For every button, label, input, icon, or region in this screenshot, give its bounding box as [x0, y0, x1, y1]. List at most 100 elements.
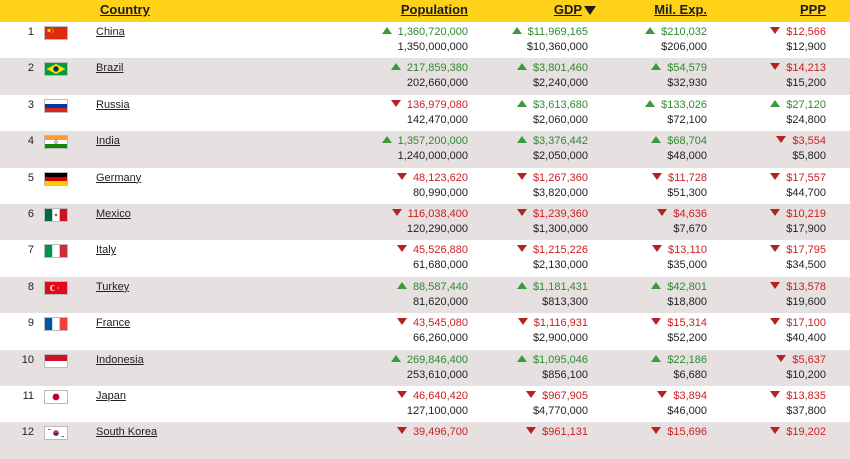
mil-exp-current-value: $42,801	[651, 281, 707, 293]
mil-exp-reference-value: $7,670	[673, 222, 707, 235]
gdp-current-text: $1,215,226	[532, 244, 588, 257]
table-row: 5 Germany 48,123,620 80,990,000 $1,267,360 $3…	[0, 168, 850, 204]
population-current-value: 39,496,700	[396, 426, 468, 438]
population-current-text: 43,545,080	[412, 317, 468, 330]
country-link[interactable]: South Korea	[96, 426, 158, 439]
mil-exp-reference-value: $35,000	[667, 259, 707, 272]
gdp-current-value: $961,131	[526, 426, 588, 438]
population-column-header[interactable]: Population	[400, 2, 468, 17]
gdp-current-text: $1,116,931	[533, 317, 588, 330]
trend-up-icon	[651, 281, 662, 289]
country-link[interactable]: Russia	[96, 98, 130, 111]
gdp-column-header[interactable]: GDP	[554, 0, 582, 22]
country-link[interactable]: France	[96, 317, 131, 330]
trend-down-icon	[391, 208, 402, 216]
gdp-header-label: GDP	[553, 2, 582, 17]
trend-down-icon	[770, 281, 781, 289]
trend-down-icon	[526, 427, 537, 435]
country-link[interactable]: Germany	[96, 171, 142, 184]
trend-down-icon	[652, 245, 663, 253]
population-current-value: 116,038,400	[391, 208, 468, 220]
mil-exp-reference-value: $206,000	[661, 41, 707, 53]
rank-number: 4	[27, 135, 34, 148]
country-link[interactable]: Japan	[96, 389, 126, 402]
gdp-current-text: $11,969,165	[527, 26, 588, 38]
ppp-current-value: $27,120	[770, 99, 826, 111]
rank-number: 6	[27, 207, 34, 220]
country-link[interactable]: China	[96, 26, 125, 38]
mil-exp-column-header[interactable]: Mil. Exp.	[654, 2, 707, 17]
trend-down-icon	[396, 318, 407, 326]
trend-down-icon	[651, 427, 662, 435]
trend-down-icon	[776, 136, 787, 144]
population-current-text: 46,640,420	[412, 389, 468, 402]
ppp-current-text: $14,213	[786, 62, 826, 75]
gdp-reference-value: $2,060,000	[532, 113, 588, 126]
ppp-current-text: $13,578	[786, 280, 826, 293]
trend-up-icon	[770, 99, 781, 107]
ppp-reference-value: $34,500	[786, 259, 826, 272]
gdp-current-value: $1,239,360	[516, 208, 588, 220]
trend-down-icon	[396, 427, 407, 435]
country-link[interactable]: Mexico	[96, 207, 131, 220]
trend-up-icon	[516, 63, 527, 71]
population-current-text: 269,846,400	[406, 353, 468, 366]
table-row: 4 India 1,357,200,000 1,240,000,000 $3,376,4…	[0, 131, 850, 168]
population-current-value: 269,846,400	[390, 353, 468, 366]
country-link[interactable]: Italy	[96, 244, 117, 257]
mil-exp-reference-value: $48,000	[667, 150, 707, 163]
gdp-current-value: $3,376,442	[516, 135, 588, 148]
rank-number: 8	[27, 280, 34, 293]
table-row: 1 China 1,360,720,000 1,350,000,000 $11,969,…	[0, 22, 850, 58]
mil-exp-reference-value: $6,680	[673, 368, 707, 381]
ppp-reference-value: $10,200	[786, 368, 826, 381]
gdp-current-value: $1,181,431	[516, 280, 588, 293]
trend-down-icon	[396, 245, 407, 253]
mil-exp-current-value: $210,032	[645, 26, 707, 38]
table-row: 11 Japan 46,640,420 127,100,000 $967,905 $4,7…	[0, 386, 850, 422]
population-reference-value: 1,350,000,000	[397, 41, 468, 53]
gdp-current-text: $3,376,442	[532, 135, 588, 148]
table-row: 2 Brazil 217,859,380 202,660,000 $3,801,460 $…	[0, 58, 850, 95]
ppp-reference-value: $19,600	[786, 295, 826, 308]
gdp-current-text: $1,267,360	[532, 171, 588, 184]
gdp-current-text: $1,181,431	[532, 280, 588, 293]
population-current-text: 217,859,380	[406, 62, 468, 75]
trend-down-icon	[651, 318, 662, 326]
mil-exp-current-value: $4,636	[657, 208, 707, 220]
rank-number: 11	[22, 389, 34, 402]
mil-exp-reference-value: $51,300	[667, 186, 707, 199]
russia-flag-icon	[44, 98, 68, 113]
italy-flag-icon	[44, 244, 68, 259]
mil-exp-current-value: $13,110	[652, 244, 707, 256]
gdp-current-value: $11,969,165	[511, 26, 588, 38]
mil-exp-current-value: $15,696	[651, 426, 707, 438]
mil-exp-reference-value: $32,930	[667, 77, 707, 90]
ppp-current-value: $12,566	[770, 26, 826, 38]
gdp-reference-value: $10,360,000	[526, 41, 588, 53]
south-korea-flag-icon	[44, 426, 68, 441]
country-column-header[interactable]: Country	[100, 2, 150, 17]
mil-exp-current-text: $3,894	[673, 389, 707, 402]
ppp-current-value: $13,835	[770, 390, 826, 402]
gdp-current-value: $1,267,360	[516, 171, 588, 184]
ppp-column-header[interactable]: PPP	[799, 2, 826, 17]
country-link[interactable]: Turkey	[96, 280, 130, 293]
country-link[interactable]: Brazil	[96, 62, 124, 75]
gdp-current-value: $1,116,931	[517, 317, 588, 330]
india-flag-icon	[44, 135, 68, 150]
mil-exp-current-text: $133,026	[661, 98, 707, 111]
population-current-value: 1,360,720,000	[381, 26, 468, 38]
gdp-reference-value: $1,300,000	[532, 222, 588, 235]
mil-exp-current-text: $15,314	[667, 317, 707, 330]
gdp-current-text: $967,905	[542, 389, 588, 402]
ppp-reference-value: $15,200	[786, 77, 826, 90]
country-link[interactable]: Indonesia	[96, 353, 144, 366]
trend-down-icon	[516, 172, 527, 180]
sort-descending-icon	[584, 6, 596, 15]
rank-number: 9	[27, 317, 34, 330]
gdp-current-text: $3,801,460	[532, 62, 588, 75]
mil-exp-current-text: $15,696	[667, 426, 707, 439]
trend-up-icon	[645, 99, 656, 107]
country-link[interactable]: India	[96, 135, 120, 148]
